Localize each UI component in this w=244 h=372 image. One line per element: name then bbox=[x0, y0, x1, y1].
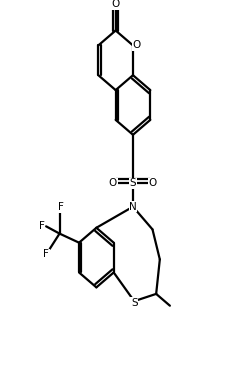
Text: N: N bbox=[129, 202, 137, 212]
Text: O: O bbox=[133, 41, 141, 51]
Text: S: S bbox=[131, 298, 138, 308]
Text: O: O bbox=[112, 0, 120, 9]
Text: F: F bbox=[58, 202, 64, 212]
Text: F: F bbox=[39, 221, 45, 231]
Text: O: O bbox=[149, 178, 157, 188]
Text: S: S bbox=[130, 178, 136, 188]
Text: O: O bbox=[109, 178, 117, 188]
Text: F: F bbox=[43, 249, 49, 259]
